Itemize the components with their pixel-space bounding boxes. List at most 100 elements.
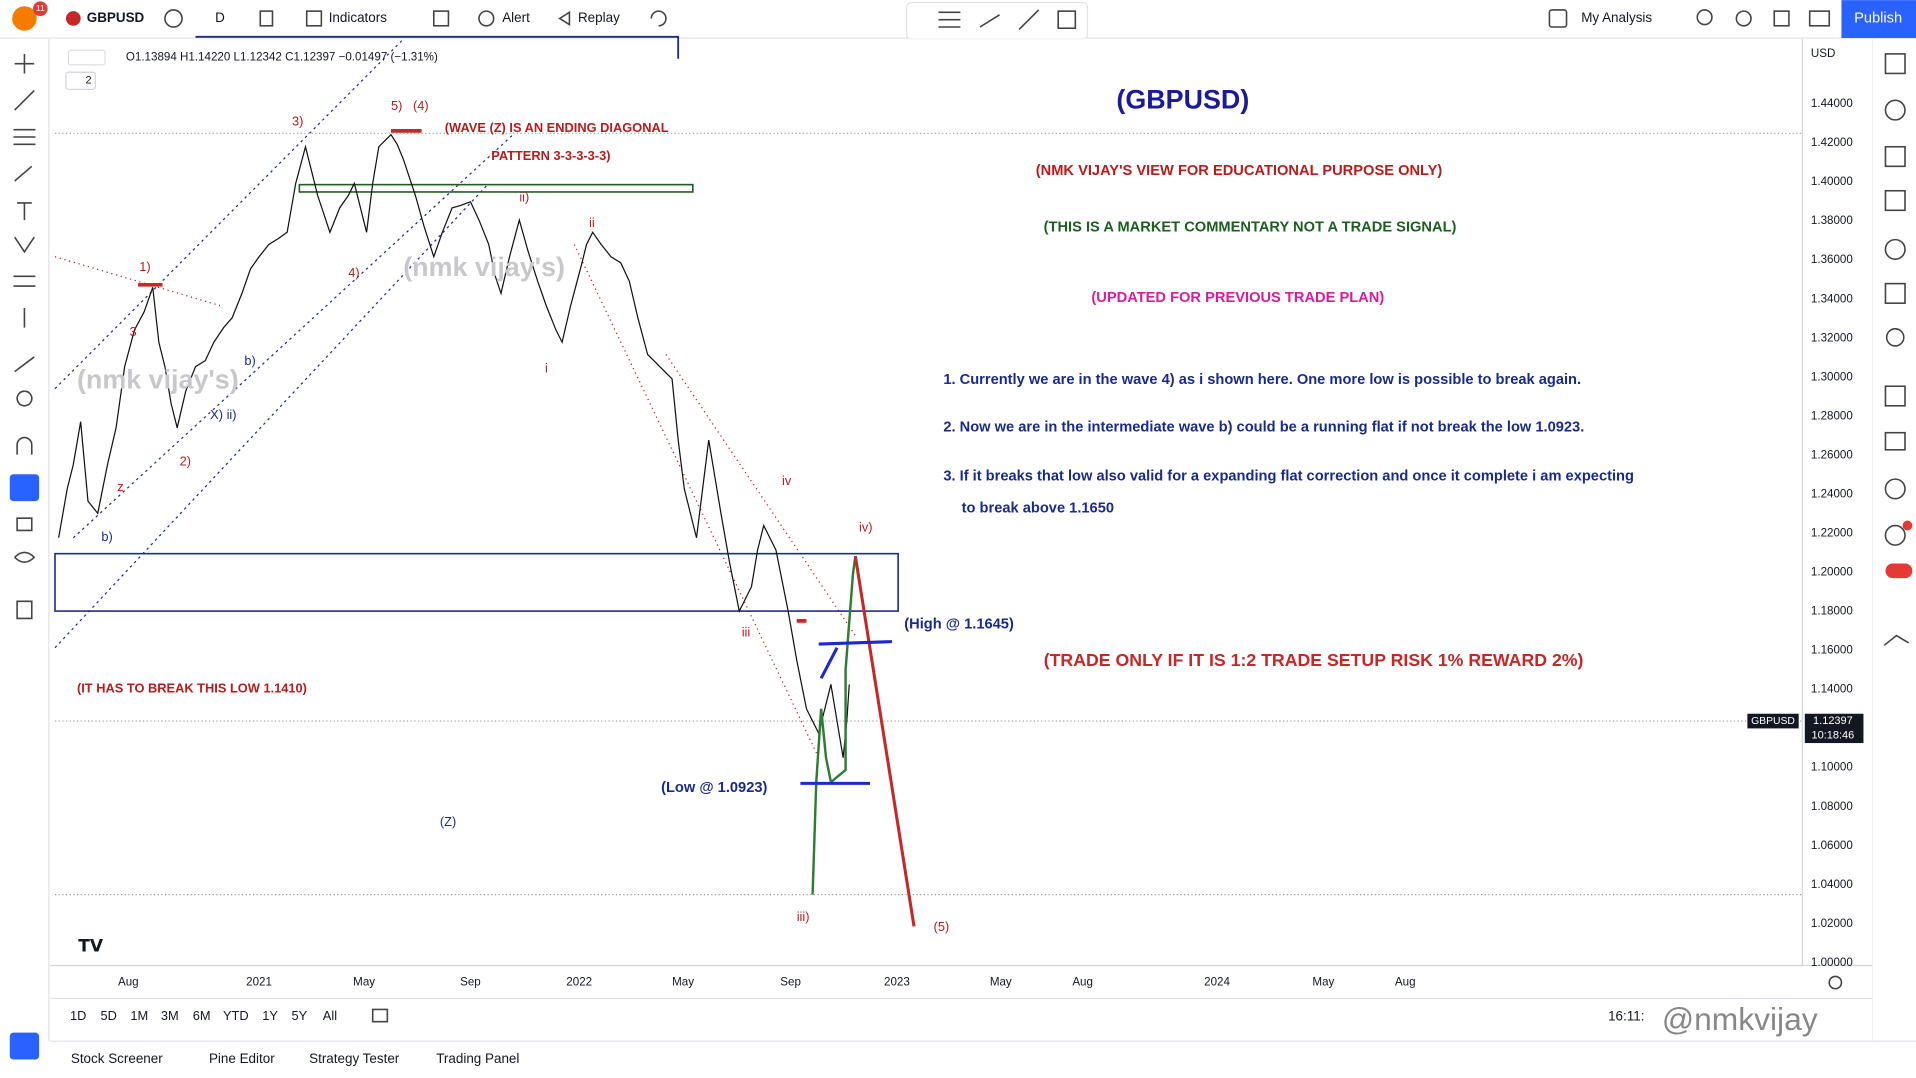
wave-label: ii) [519, 189, 529, 204]
time-axis: Aug 2021 May Sep 2022 May Sep 2023 May Aug 2024 May… [118, 976, 1416, 989]
sidebar-icons[interactable] [1883, 53, 1910, 646]
price-label: 1.06000 [1811, 839, 1853, 852]
time-label: Sep [780, 976, 801, 989]
annotation-title: (GBPUSD) [1116, 85, 1249, 115]
price-label: 1.26000 [1811, 448, 1853, 461]
price-label: 1.00000 [1811, 956, 1853, 969]
avatar[interactable] [12, 6, 37, 31]
wave-label: (5) [934, 919, 950, 934]
time-label: 2023 [884, 976, 910, 989]
wave-label: 3 [130, 324, 137, 339]
range-button[interactable]: 1Y [262, 1008, 278, 1023]
price-label: 1.40000 [1811, 175, 1853, 188]
bottom-tab[interactable]: Stock Screener [71, 1051, 163, 1066]
wave-label: 2) [180, 453, 191, 468]
zone-box [54, 552, 899, 612]
wave-label: iv) [859, 519, 873, 534]
note: 1. Currently we are in the wave 4) as i … [943, 372, 1581, 388]
symbol[interactable]: GBPUSD [87, 10, 145, 25]
wave-label: ii [589, 215, 595, 230]
wave-label: i [545, 361, 548, 376]
price-label: 1.38000 [1811, 214, 1853, 227]
drawing-toolbar [906, 1, 1089, 40]
range-button[interactable]: YTD [223, 1008, 249, 1023]
price-line [58, 133, 850, 758]
price-label: 1.34000 [1811, 292, 1853, 305]
replay[interactable]: Replay [578, 10, 620, 25]
wave-label: 4) [348, 265, 359, 280]
price-label: 1.28000 [1811, 409, 1853, 422]
bottom-tab[interactable]: Trading Panel [436, 1051, 519, 1066]
tool-icons[interactable] [13, 53, 36, 620]
time-label: Aug [1395, 976, 1416, 989]
wave-label: iv [782, 473, 792, 488]
time-label: May [990, 976, 1012, 989]
note: to break above 1.1650 [962, 500, 1114, 516]
range-button[interactable]: 5D [101, 1008, 117, 1023]
time-label: Aug [118, 976, 139, 989]
clock: 16:11: [1608, 1008, 1644, 1023]
bottom-tab[interactable]: Strategy Tester [309, 1051, 400, 1066]
bottom-tabs: Stock Screener Pine Editor Strategy Tester… [71, 1051, 520, 1066]
wave-label: iii) [797, 909, 810, 924]
watermark: (nmk vijay's) [77, 364, 239, 394]
price-label: 1.14000 [1811, 683, 1853, 696]
time-label: Aug [1072, 976, 1093, 989]
time-label: Sep [460, 976, 481, 989]
annotation: (NMK VIJAY'S VIEW FOR EDUCATIONAL PURPOS… [1036, 163, 1443, 179]
wave-label: (4) [413, 98, 429, 113]
wave-label: (Z) [440, 814, 456, 829]
svg-text:𝗧𝗩: 𝗧𝗩 [78, 937, 104, 956]
wave-label: iii [742, 624, 751, 639]
price-label: 1.10000 [1811, 761, 1853, 774]
low-label: (Low @ 1.0923) [661, 780, 767, 796]
range-button[interactable]: 3M [161, 1008, 179, 1023]
time-label: May [353, 976, 375, 989]
annotation: PATTERN 3-3-3-3-3) [491, 148, 610, 163]
trade-rule: (TRADE ONLY IF IT IS 1:2 TRADE SETUP RIS… [1044, 650, 1584, 670]
time-label: May [1312, 976, 1334, 989]
alert[interactable]: Alert [502, 10, 530, 25]
range-button[interactable]: All [323, 1008, 337, 1023]
range-button[interactable]: 6M [193, 1008, 211, 1023]
right-sidebar [1872, 39, 1916, 1042]
left-toolbar [0, 39, 49, 1042]
wave-label: X) ii) [210, 407, 236, 422]
price-axis: 1.44000 1.42000 1.40000 1.38000 1.36000 1.340… [1811, 97, 1853, 969]
interval[interactable]: D [215, 10, 225, 25]
publish-label: Publish [1854, 10, 1902, 26]
annotation: (THIS IS A MARKET COMMENTARY NOT A TRADE… [1044, 219, 1457, 235]
price-label: 1.08000 [1811, 800, 1853, 813]
badge: 11 [36, 3, 45, 13]
price-label: 1.22000 [1811, 527, 1853, 540]
wave-label: z [117, 479, 123, 494]
currency[interactable]: USD [1811, 47, 1835, 60]
channel [54, 38, 514, 649]
time-label: 2024 [1204, 976, 1230, 989]
high-label: (High @ 1.1645) [904, 616, 1014, 632]
layout-name[interactable]: My Analysis [1581, 10, 1652, 25]
range-bar: 1D 5D 1M 3M 6M YTD 1Y 5Y All [70, 1008, 337, 1023]
publish-button[interactable] [1841, 0, 1916, 39]
price-label: 1.32000 [1811, 331, 1853, 344]
range-button[interactable]: 1D [70, 1008, 86, 1023]
time-label: 2022 [566, 976, 592, 989]
range-button[interactable]: 5Y [292, 1008, 308, 1023]
price-label: 1.30000 [1811, 370, 1853, 383]
wave-label: 5) [391, 98, 402, 113]
indicators[interactable]: Indicators [329, 10, 388, 25]
price-label: 1.24000 [1811, 487, 1853, 500]
range-button[interactable]: 1M [130, 1008, 148, 1023]
price-label: 1.04000 [1811, 878, 1853, 891]
time-label: 2021 [246, 976, 272, 989]
note: 3. If it breaks that low also valid for … [943, 469, 1634, 485]
price-label: 1.44000 [1811, 97, 1853, 110]
annotation: (WAVE (Z) IS AN ENDING DIAGONAL [445, 120, 669, 135]
price-label: 1.36000 [1811, 253, 1853, 266]
price-tag-symbol: GBPUSD [1751, 716, 1795, 727]
wave-label: b) [101, 529, 112, 544]
bottom-tab[interactable]: Pine Editor [209, 1051, 275, 1066]
wave-label: 3) [292, 114, 303, 129]
